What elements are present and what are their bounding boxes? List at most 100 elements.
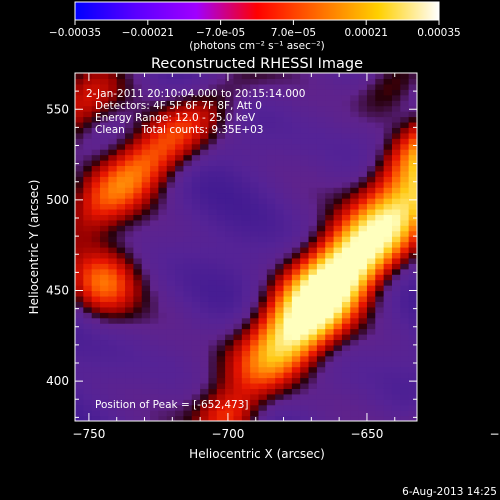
heatmap-cell <box>75 306 84 313</box>
heatmap-cell <box>208 187 218 194</box>
heatmap-cell <box>250 415 260 421</box>
heatmap-cell <box>366 100 376 107</box>
heatmap-cell <box>116 285 126 292</box>
heatmap-cell <box>150 410 160 417</box>
heatmap-cell <box>158 415 168 421</box>
heatmap-cell <box>333 372 343 379</box>
heatmap-cell <box>350 372 360 379</box>
heatmap-cell <box>300 350 310 357</box>
heatmap-cell <box>350 116 360 123</box>
heatmap-cell <box>266 149 276 156</box>
heatmap-cell <box>166 372 176 379</box>
heatmap-cell <box>375 295 385 302</box>
heatmap-cell <box>391 355 401 362</box>
heatmap-cell <box>258 116 268 123</box>
heatmap-cell <box>91 94 101 101</box>
heatmap-cell <box>150 372 160 379</box>
heatmap-cell <box>200 306 210 313</box>
heatmap-cell <box>316 279 326 286</box>
heatmap-cell <box>358 263 368 270</box>
heatmap-cell <box>175 176 185 183</box>
heatmap-cell <box>133 176 143 183</box>
heatmap-cell <box>308 382 318 389</box>
heatmap-cell <box>125 236 134 243</box>
heatmap-cell <box>91 149 101 156</box>
heatmap-cell <box>333 127 343 134</box>
heatmap-cell <box>100 94 109 101</box>
heatmap-cell <box>266 208 276 215</box>
heatmap-cell <box>158 116 168 123</box>
heatmap-cell <box>191 372 201 379</box>
heatmap-cell <box>391 73 401 80</box>
heatmap-cell <box>208 225 218 232</box>
heatmap-cell <box>266 121 276 128</box>
heatmap-cell <box>375 89 385 96</box>
heatmap-cell <box>200 203 210 210</box>
heatmap-cell <box>208 257 218 264</box>
heatmap-cell <box>200 361 210 368</box>
heatmap-cell <box>150 94 160 101</box>
heatmap-cell <box>241 203 251 210</box>
heatmap-cell <box>258 257 268 264</box>
heatmap-cell <box>133 350 143 357</box>
heatmap-cell <box>208 181 218 188</box>
heatmap-cell <box>108 83 118 90</box>
heatmap-cell <box>283 149 293 156</box>
heatmap-cell <box>350 132 360 139</box>
heatmap-cell <box>241 241 251 248</box>
heatmap-cell <box>375 339 385 346</box>
heatmap-cell <box>83 323 93 330</box>
heatmap-cell <box>266 165 276 172</box>
heatmap-cell <box>216 154 226 161</box>
heatmap-cell <box>233 149 243 156</box>
heatmap-cell <box>208 154 218 161</box>
heatmap-cell <box>275 382 285 389</box>
heatmap-cell <box>383 241 393 248</box>
heatmap-cell <box>383 274 393 281</box>
heatmap-cell <box>341 165 351 172</box>
heatmap-cell <box>250 89 260 96</box>
heatmap-cell <box>208 355 218 362</box>
heatmap-cell <box>150 290 160 297</box>
heatmap-cell <box>258 73 268 80</box>
heatmap-cell <box>375 252 385 259</box>
heatmap-cell <box>75 323 84 330</box>
heatmap-cell <box>366 388 376 395</box>
heatmap-cell <box>266 214 276 221</box>
heatmap-cell <box>100 388 109 395</box>
heatmap-cell <box>266 301 276 308</box>
heatmap-cell <box>408 399 417 406</box>
heatmap-cell <box>291 121 301 128</box>
heatmap-cell <box>83 388 93 395</box>
heatmap-cell <box>133 410 143 417</box>
heatmap-cell <box>225 382 235 389</box>
heatmap-cell <box>325 236 335 243</box>
heatmap-cell <box>241 214 251 221</box>
heatmap-cell <box>258 187 268 194</box>
heatmap-cell <box>250 404 260 411</box>
heatmap-cell <box>383 388 393 395</box>
heatmap-cell <box>341 323 351 330</box>
heatmap-cell <box>150 230 160 237</box>
heatmap-cell <box>358 301 368 308</box>
heatmap-cell <box>200 290 210 297</box>
heatmap-cell <box>158 263 168 270</box>
heatmap-cell <box>216 105 226 112</box>
heatmap-cell <box>116 361 126 368</box>
heatmap-cell <box>325 339 335 346</box>
heatmap-cell <box>183 116 193 123</box>
heatmap-cell <box>266 372 276 379</box>
heatmap-cell <box>183 317 193 324</box>
heatmap-cell <box>233 312 243 319</box>
heatmap-cell <box>225 317 235 324</box>
heatmap-cell <box>183 89 193 96</box>
heatmap-cell <box>200 187 210 194</box>
heatmap-cell <box>275 355 285 362</box>
heatmap-cell <box>216 230 226 237</box>
heatmap-cell <box>83 252 93 259</box>
heatmap-cell <box>408 344 417 351</box>
heatmap-cell <box>91 306 101 313</box>
heatmap-cell <box>308 225 318 232</box>
heatmap-cell <box>266 78 276 85</box>
heatmap-cell <box>325 372 335 379</box>
